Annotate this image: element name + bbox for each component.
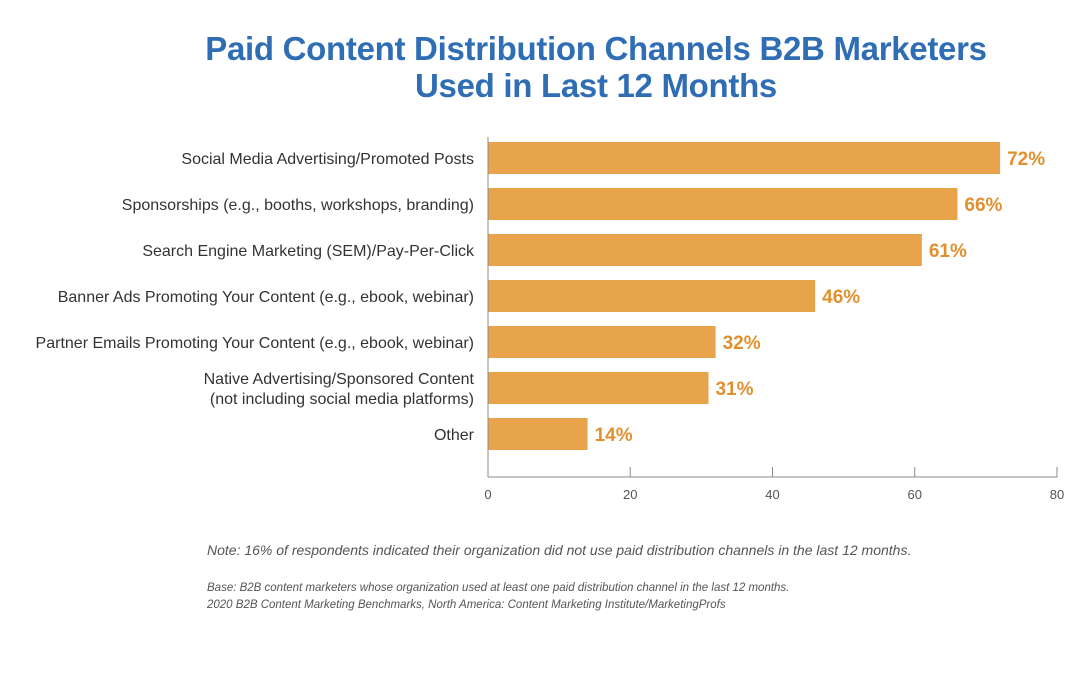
footnote-base: Base: B2B content marketers whose organi… [207,582,790,594]
category-label: Banner Ads Promoting Your Content (e.g.,… [58,289,474,306]
category-label: (not including social media platforms) [210,391,474,408]
footnote-source: 2020 B2B Content Marketing Benchmarks, N… [207,599,726,611]
category-label: Search Engine Marketing (SEM)/Pay-Per-Cl… [142,243,475,260]
bar-value-label: 72% [1007,149,1045,170]
bar-value-label: 66% [964,195,1002,216]
bar [488,418,588,450]
bar-value-label: 31% [715,379,753,400]
bar-value-label: 32% [723,333,761,354]
chart-title-line-2: Used in Last 12 Months [415,67,777,104]
bar-value-label: 14% [595,425,633,446]
x-tick-label: 0 [484,487,491,502]
bar [488,280,816,312]
x-tick-label: 60 [908,487,922,502]
category-label: Partner Emails Promoting Your Content (e… [36,335,474,352]
bar [488,234,922,266]
bar-value-label: 46% [822,287,860,308]
bar [488,326,716,358]
chart-title-line-1: Paid Content Distribution Channels B2B M… [205,30,987,67]
bar [488,372,709,404]
category-label: Native Advertising/Sponsored Content [204,371,475,388]
x-tick-label: 80 [1050,487,1064,502]
footnote-note: Note: 16% of respondents indicated their… [207,542,912,558]
category-label: Other [434,427,475,444]
x-tick-label: 20 [623,487,637,502]
bar [488,188,958,220]
category-label: Sponsorships (e.g., booths, workshops, b… [122,197,474,214]
bar-value-label: 61% [929,241,967,262]
bar [488,142,1001,174]
x-tick-label: 40 [765,487,779,502]
category-label: Social Media Advertising/Promoted Posts [181,151,474,168]
